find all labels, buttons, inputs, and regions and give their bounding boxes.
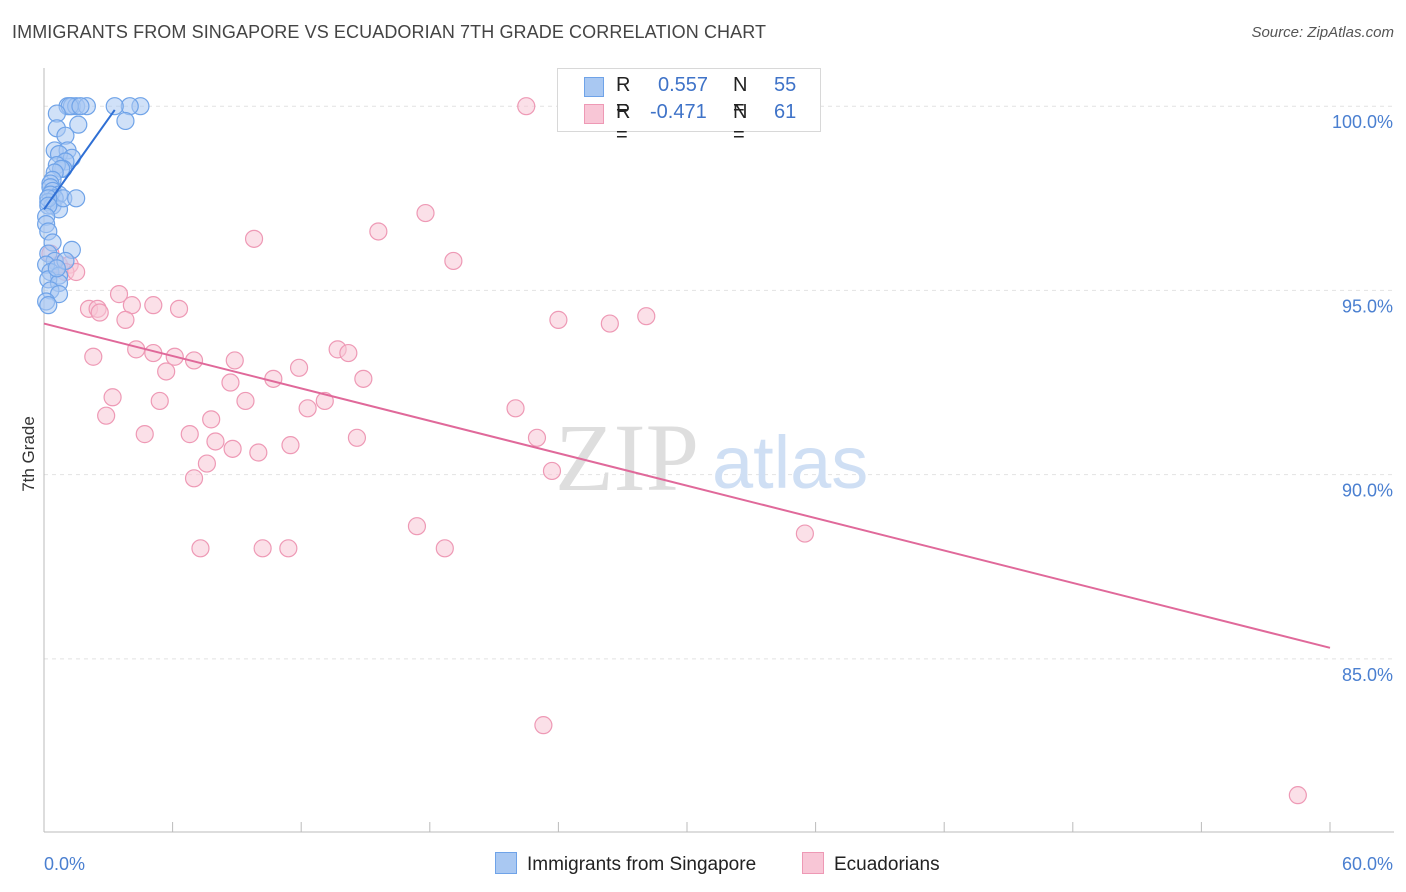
ecuadorian-point xyxy=(315,391,334,411)
ecuadorian-point xyxy=(84,347,103,366)
source-label: Source: ZipAtlas.com xyxy=(1251,24,1394,41)
ecuadorian-point xyxy=(225,351,244,370)
ecuadorian-point xyxy=(289,358,309,377)
ecuadorian-point xyxy=(157,362,176,381)
y-tick-label: 95.0% xyxy=(1342,296,1393,316)
singapore-point xyxy=(116,111,135,131)
singapore-trend-line xyxy=(43,109,116,210)
singapore-points xyxy=(37,97,150,315)
gridlines xyxy=(44,105,1394,660)
ecuadorian-point xyxy=(116,310,135,329)
bottom-legend-swatch-blue xyxy=(495,852,517,874)
ecuadorian-point xyxy=(281,436,300,455)
ecuadorian-point xyxy=(253,539,272,558)
ecuadorian-point xyxy=(407,517,427,536)
ecuadorian-point xyxy=(144,296,163,315)
ecuadorian-point xyxy=(206,432,225,451)
ecuadorian-point xyxy=(517,97,536,116)
ecuadorian-point xyxy=(191,539,210,558)
ecuadorian-point xyxy=(1288,786,1307,805)
legend-n-value: 55 xyxy=(774,74,797,96)
y-tick-label: 90.0% xyxy=(1342,481,1393,501)
ecuadorian-point xyxy=(202,410,221,429)
bottom-legend-label: Ecuadorians xyxy=(834,854,940,875)
ecuadorian-point xyxy=(506,399,525,418)
ecuadorian-point xyxy=(444,251,463,271)
ecuadorian-point xyxy=(600,314,619,333)
bottom-legend-label: Immigrants from Singapore xyxy=(527,854,757,875)
legend-swatch-pink xyxy=(584,104,604,124)
ecuadorian-point xyxy=(180,425,199,444)
singapore-point xyxy=(105,97,124,116)
watermark: ZIP atlas xyxy=(555,404,868,511)
ecuadorian-point xyxy=(223,439,242,458)
ecuadorian-point xyxy=(249,443,268,462)
singapore-point xyxy=(39,296,58,315)
ecuadorian-point xyxy=(298,399,317,418)
stats-legend: R = 0.557 N = 55 R = -0.471 N = 61 xyxy=(557,68,821,146)
ecuadorian-point xyxy=(244,229,264,248)
ecuadorian-trend-line xyxy=(43,322,1331,649)
ecuadorian-point xyxy=(264,369,283,388)
ecuadorian-point xyxy=(347,428,367,447)
legend-n-label: N = xyxy=(733,101,748,146)
tick-labels: 100.0% 95.0% 90.0% 85.0% 0.0% 60.0% xyxy=(44,112,1393,874)
ecuadorian-point xyxy=(197,454,216,473)
legend-r-label: R = xyxy=(616,74,631,119)
watermark-atlas: atlas xyxy=(712,421,868,504)
ecuadorian-point xyxy=(795,524,814,543)
singapore-point xyxy=(71,97,90,116)
y-tick-label: 85.0% xyxy=(1342,665,1393,685)
bottom-legend-ecuadorians: Ecuadorians xyxy=(802,852,940,876)
legend-r-label: R = xyxy=(616,101,631,146)
y-tick-label: 100.0% xyxy=(1332,112,1393,132)
y-axis-label: 7th Grade xyxy=(19,416,38,492)
ecuadorian-point xyxy=(67,262,86,282)
singapore-point xyxy=(47,259,66,278)
legend-n-label: N = xyxy=(733,74,748,119)
singapore-point xyxy=(67,189,86,208)
bottom-legend-singapore: Immigrants from Singapore xyxy=(495,852,756,876)
ecuadorian-point xyxy=(339,343,358,363)
ecuadorian-point xyxy=(549,310,568,329)
ecuadorian-point xyxy=(90,303,109,322)
ecuadorian-point xyxy=(135,425,154,444)
singapore-point xyxy=(69,115,88,134)
legend-swatch-blue xyxy=(584,77,604,97)
ecuadorian-point xyxy=(542,461,562,481)
legend-n-value: 61 xyxy=(774,101,797,123)
ecuadorian-point xyxy=(354,369,373,388)
ecuadorian-point xyxy=(279,539,298,558)
chart-title: IMMIGRANTS FROM SINGAPORE VS ECUADORIAN … xyxy=(12,22,767,42)
ecuadorian-point xyxy=(184,469,204,488)
ecuadorian-point xyxy=(416,203,435,223)
ecuadorian-point xyxy=(127,340,146,359)
x-tick-label: 0.0% xyxy=(44,854,85,874)
ecuadorian-point xyxy=(103,388,122,407)
trend-lines xyxy=(43,109,1331,649)
ecuadorian-point xyxy=(527,428,547,447)
bottom-legend-swatch-pink xyxy=(802,852,824,874)
ecuadorian-point xyxy=(97,406,116,425)
ecuadorian-point xyxy=(169,299,189,318)
ecuadorian-point xyxy=(109,285,129,304)
ecuadorian-point xyxy=(637,307,656,326)
legend-r-value: -0.471 xyxy=(650,101,707,123)
ecuadorian-point xyxy=(150,391,169,411)
ecuadorian-point xyxy=(369,222,388,241)
ecuadorian-point xyxy=(435,539,454,558)
ecuadorian-point xyxy=(236,391,255,411)
ecuadorian-point xyxy=(221,373,240,392)
legend-r-value: 0.557 xyxy=(658,74,709,96)
ecuadorian-point xyxy=(534,716,553,735)
x-tick-label: 60.0% xyxy=(1342,854,1393,874)
